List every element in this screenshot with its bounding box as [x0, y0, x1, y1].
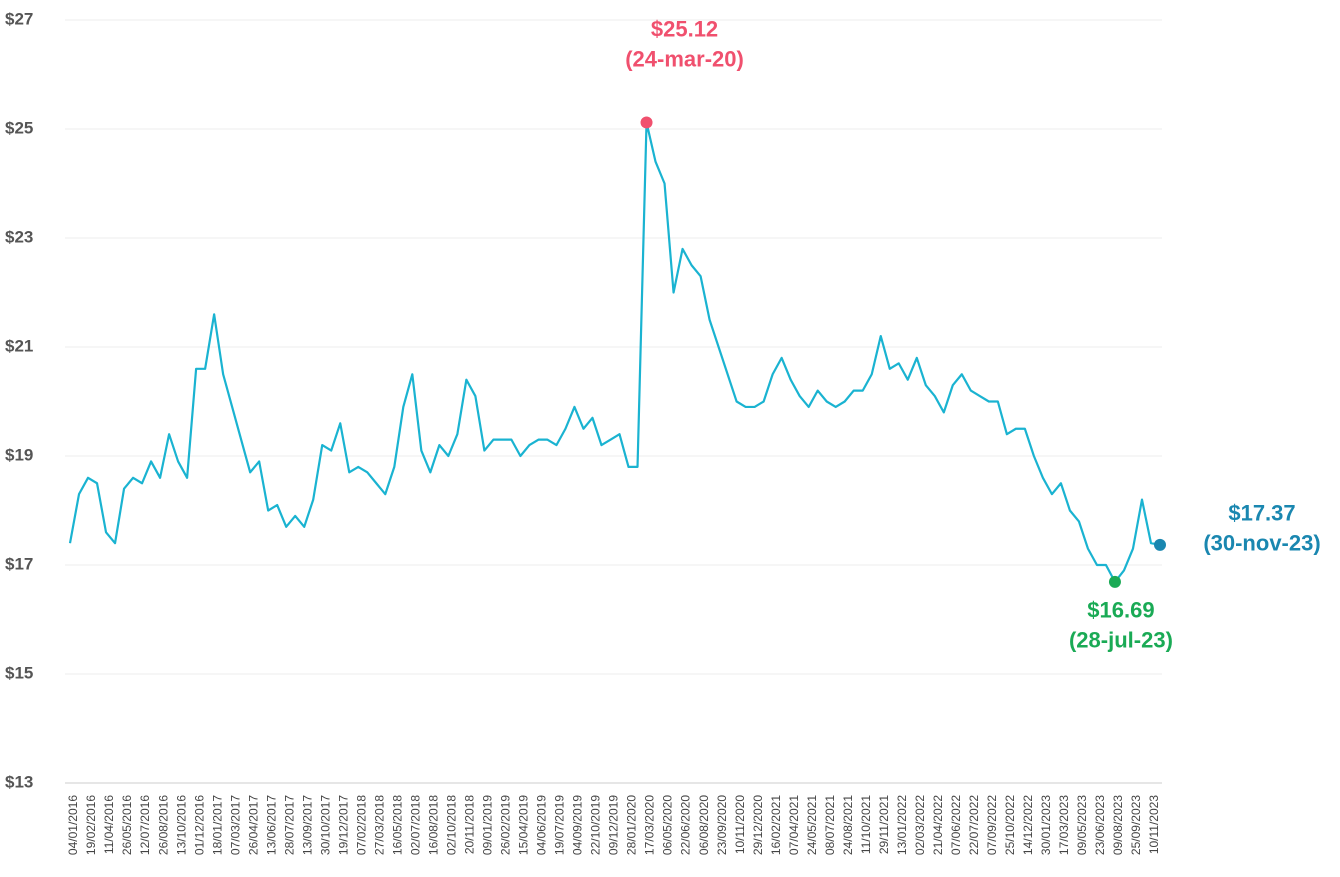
x-tick-label: 25/10/2022 [1003, 795, 1017, 855]
x-tick-label: 24/05/2021 [805, 795, 819, 855]
x-tick-label: 10/11/2023 [1147, 795, 1161, 854]
x-tick-label: 01/12/2016 [192, 795, 206, 855]
x-tick-label: 09/12/2019 [607, 795, 621, 855]
x-tick-label: 13/01/2022 [895, 795, 909, 855]
x-tick-label: 08/07/2021 [823, 795, 837, 855]
x-tick-label: 09/05/2023 [1075, 795, 1089, 855]
x-tick-label: 07/06/2022 [949, 795, 963, 855]
x-tick-label: 27/03/2018 [372, 795, 386, 855]
y-tick-label: $25 [5, 118, 33, 137]
x-tick-label: 16/08/2018 [427, 795, 441, 855]
x-tick-label: 26/02/2019 [499, 795, 513, 855]
x-tick-label: 28/07/2017 [282, 795, 296, 855]
x-tick-label: 26/08/2016 [156, 795, 170, 855]
x-tick-label: 30/01/2023 [1039, 795, 1053, 855]
x-tick-label: 18/01/2017 [210, 795, 224, 855]
x-tick-label: 17/03/2023 [1057, 795, 1071, 855]
x-tick-label: 07/04/2021 [787, 795, 801, 855]
x-tick-label: 26/04/2017 [246, 795, 260, 855]
y-tick-label: $19 [5, 445, 33, 464]
x-tick-label: 06/08/2020 [697, 795, 711, 855]
x-tick-label: 25/09/2023 [1129, 795, 1143, 855]
y-tick-label: $15 [5, 663, 33, 682]
x-tick-label: 17/03/2020 [643, 795, 657, 855]
x-tick-label: 26/05/2016 [120, 795, 134, 855]
annotation-date: (28-jul-23) [1069, 628, 1173, 653]
x-tick-label: 19/07/2019 [553, 795, 567, 855]
x-tick-label: 19/12/2017 [336, 795, 350, 855]
annotation-date: (24-mar-20) [625, 46, 744, 71]
x-tick-label: 02/03/2022 [913, 795, 927, 855]
x-tick-label: 16/02/2021 [769, 795, 783, 855]
x-tick-label: 10/11/2020 [733, 795, 747, 854]
x-tick-label: 06/05/2020 [661, 795, 675, 855]
x-tick-label: 12/07/2016 [138, 795, 152, 855]
x-tick-label: 13/10/2016 [174, 795, 188, 855]
x-tick-label: 13/06/2017 [264, 795, 278, 855]
annotation-value: $16.69 [1087, 598, 1154, 623]
x-tick-label: 23/09/2020 [715, 795, 729, 855]
annotation-date: (30-nov-23) [1203, 531, 1320, 556]
x-tick-label: 02/07/2018 [408, 795, 422, 855]
y-tick-label: $23 [5, 227, 33, 246]
x-tick-label: 20/11/2018 [463, 795, 477, 854]
x-tick-label: 02/10/2018 [445, 795, 459, 855]
y-tick-label: $21 [5, 336, 33, 355]
x-tick-label: 19/02/2016 [84, 795, 98, 855]
annotation-value: $25.12 [651, 16, 718, 41]
price-line [68, 121, 1161, 583]
x-tick-label: 24/08/2021 [841, 795, 855, 855]
x-tick-label: 14/12/2022 [1021, 795, 1035, 855]
highlight-point [640, 116, 653, 129]
x-tick-label: 13/09/2017 [300, 795, 314, 855]
y-tick-label: $17 [5, 554, 33, 573]
x-tick-label: 22/06/2020 [679, 795, 693, 855]
x-tick-label: 22/07/2022 [967, 795, 981, 855]
y-tick-label: $13 [5, 772, 33, 791]
y-tick-label: $27 [5, 9, 33, 28]
x-tick-label: 29/11/2021 [877, 795, 891, 854]
x-tick-label: 30/10/2017 [318, 795, 332, 855]
x-tick-label: 22/10/2019 [589, 795, 603, 855]
highlight-point [1108, 575, 1121, 588]
x-tick-label: 28/01/2020 [625, 795, 639, 855]
x-tick-label: 09/08/2023 [1111, 795, 1125, 855]
x-tick-label: 07/02/2018 [354, 795, 368, 855]
x-tick-label: 04/09/2019 [571, 795, 585, 855]
annotation-value: $17.37 [1228, 501, 1295, 526]
x-tick-label: 29/12/2020 [751, 795, 765, 855]
x-tick-label: 21/04/2022 [931, 795, 945, 855]
highlight-point [1154, 538, 1166, 551]
x-tick-label: 23/06/2023 [1093, 795, 1107, 855]
x-tick-label: 15/04/2019 [517, 795, 531, 855]
x-tick-label: 07/03/2017 [228, 795, 242, 855]
x-tick-label: 04/01/2016 [66, 795, 80, 855]
x-tick-label: 11/10/2021 [859, 795, 873, 854]
x-tick-label: 04/06/2019 [535, 795, 549, 855]
x-tick-label: 16/05/2018 [390, 795, 404, 855]
x-tick-label: 09/01/2019 [481, 795, 495, 855]
x-tick-label: 11/04/2016 [102, 795, 116, 854]
x-tick-label: 07/09/2022 [985, 795, 999, 855]
